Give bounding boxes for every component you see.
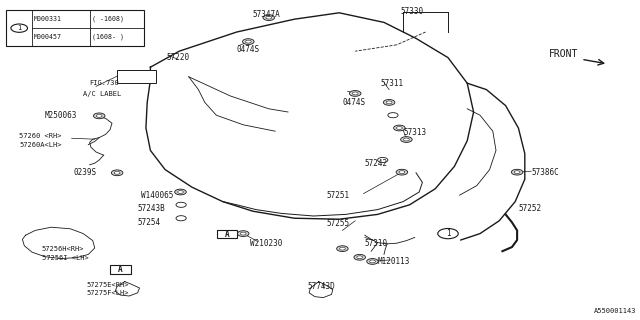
Text: 57275F<LH>: 57275F<LH> [86,291,129,296]
Circle shape [515,171,520,173]
Circle shape [401,137,412,142]
Bar [110,265,131,274]
Text: W140065: W140065 [141,191,173,200]
Text: 57255: 57255 [326,219,349,228]
Text: A: A [225,230,230,239]
Text: M000457: M000457 [34,34,62,40]
Circle shape [266,16,272,19]
Circle shape [246,40,252,43]
Circle shape [111,170,123,176]
Text: 57347A: 57347A [253,10,280,19]
Text: 57256I <LH>: 57256I <LH> [42,255,88,260]
Circle shape [438,228,458,239]
Text: 57254: 57254 [138,218,161,227]
Circle shape [357,256,363,259]
Bar [117,70,156,83]
Text: 57220: 57220 [166,53,189,62]
Circle shape [178,190,183,193]
Text: 57252: 57252 [518,204,541,213]
Circle shape [176,216,186,221]
Text: 57311: 57311 [381,79,404,88]
Circle shape [511,169,523,175]
Circle shape [370,260,375,263]
Bar [217,230,237,238]
Circle shape [404,138,410,141]
Text: 57330: 57330 [400,7,423,16]
Circle shape [383,100,395,105]
Circle shape [243,39,254,44]
Text: 57275E<RH>: 57275E<RH> [86,282,129,288]
Circle shape [263,15,275,20]
Text: 57251: 57251 [326,191,349,200]
Circle shape [378,157,388,163]
Text: 57743D: 57743D [307,282,335,291]
Circle shape [241,232,246,235]
Circle shape [354,254,365,260]
Text: 57256H<RH>: 57256H<RH> [42,246,84,252]
Circle shape [97,115,102,117]
Text: 57260A<LH>: 57260A<LH> [19,142,61,148]
Circle shape [399,171,405,173]
Text: 57313: 57313 [403,128,426,137]
Text: (1608- ): (1608- ) [92,34,124,40]
Text: 0474S: 0474S [237,45,260,54]
Text: 57242: 57242 [365,159,388,168]
Text: 0474S: 0474S [342,98,365,107]
Circle shape [394,125,405,131]
Circle shape [115,172,120,174]
Text: A550001143: A550001143 [595,308,637,314]
Text: FRONT: FRONT [549,49,579,60]
Circle shape [93,113,105,119]
Circle shape [340,247,346,250]
Circle shape [176,202,186,207]
Text: M000331: M000331 [34,16,62,22]
Text: 57386C: 57386C [531,168,559,177]
Text: 1: 1 [445,229,451,238]
Text: ( -1608): ( -1608) [92,16,124,22]
Circle shape [397,127,403,130]
Circle shape [11,24,28,32]
Circle shape [175,189,186,195]
Text: 57243B: 57243B [138,204,165,213]
Circle shape [353,92,358,95]
Circle shape [237,231,249,236]
Text: FIG.730: FIG.730 [90,80,119,86]
Text: 1: 1 [17,25,21,31]
Text: 0239S: 0239S [74,168,97,177]
Text: A: A [118,265,123,274]
Text: M120113: M120113 [378,257,410,266]
Circle shape [349,91,361,96]
Text: 57310: 57310 [365,239,388,248]
Circle shape [367,259,378,264]
Bar [6,10,144,46]
Text: A/C LABEL: A/C LABEL [83,92,122,97]
Circle shape [396,169,408,175]
Circle shape [387,101,392,104]
Circle shape [388,113,398,118]
Text: W210230: W210230 [250,239,282,248]
Text: 57260 <RH>: 57260 <RH> [19,133,61,139]
Circle shape [337,246,348,252]
Text: M250063: M250063 [45,111,77,120]
